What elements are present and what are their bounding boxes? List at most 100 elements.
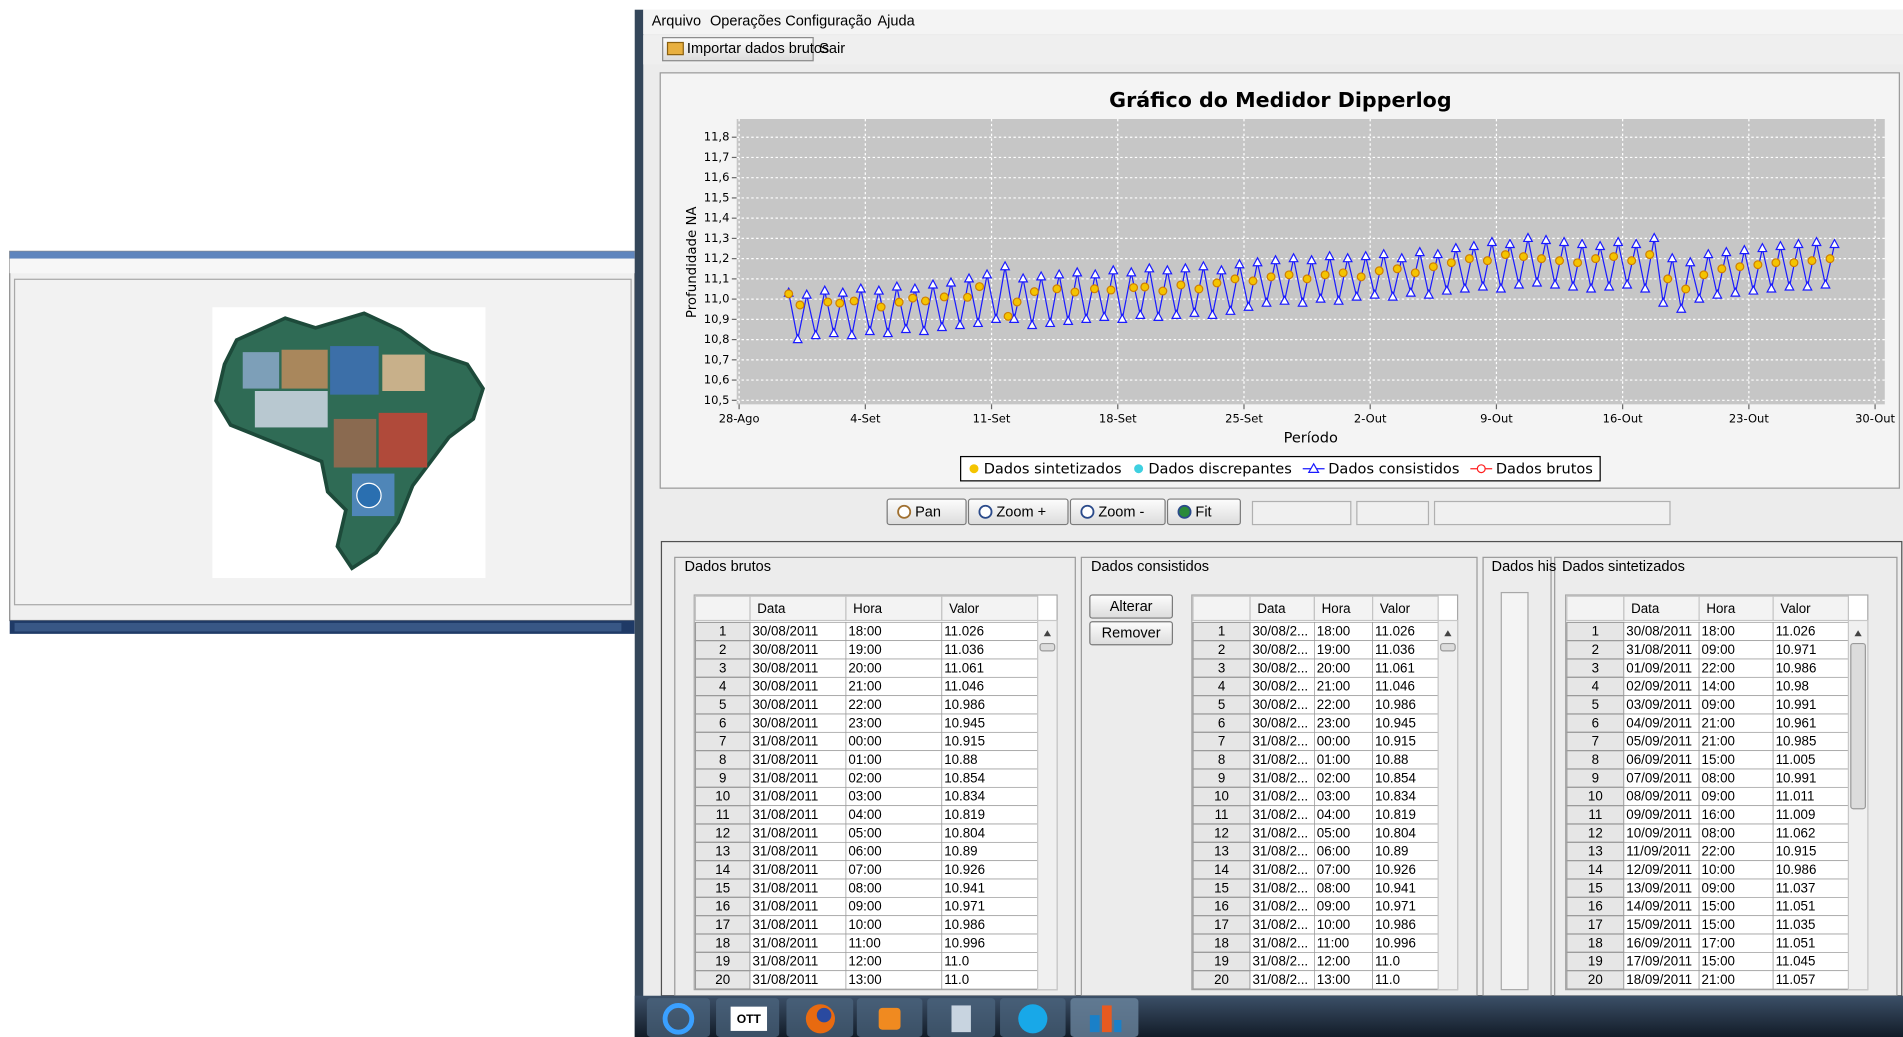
cell-text: 18:00: [848, 624, 881, 639]
legend-marker: [1135, 465, 1143, 473]
cell-text: 31/08/2011: [752, 807, 818, 822]
menu-item[interactable]: Configuração: [785, 14, 872, 30]
table: DataHoraValor130/08/201118:0011.026230/0…: [694, 595, 1057, 990]
cell-text: 10.996: [944, 935, 985, 950]
chart-button-label[interactable]: Fit: [1195, 504, 1211, 520]
chart-button-label[interactable]: Pan: [915, 504, 941, 520]
cell-text: 11.011: [1776, 789, 1815, 804]
scroll-thumb[interactable]: [1441, 644, 1456, 651]
point: [976, 283, 984, 291]
row-number: 5: [1218, 697, 1225, 712]
cell-text: 10.926: [944, 862, 985, 877]
button-icon: [1178, 506, 1190, 518]
cell-text: 09:00: [848, 899, 881, 914]
point: [1790, 259, 1798, 267]
cell-text: 31/08/2011: [1626, 642, 1692, 657]
point: [1592, 255, 1600, 263]
menu-item[interactable]: Arquivo: [652, 14, 701, 30]
cell-text: 10.89: [1375, 844, 1408, 859]
scroll-thumb[interactable]: [1040, 644, 1055, 651]
cell-text: 13:00: [848, 972, 881, 987]
point: [1393, 265, 1401, 273]
toolbar-button-label[interactable]: Importar dados brutos: [687, 41, 829, 57]
cell-text: 31/08/2011: [752, 972, 818, 987]
cell-text: 30/08/2011: [752, 715, 818, 730]
row-number: 11: [1588, 807, 1602, 822]
point: [1071, 288, 1079, 296]
point: [1091, 285, 1099, 293]
point: [1465, 255, 1473, 263]
y-tick-label: 11,1: [704, 271, 730, 285]
cell-text: 30/08/2011: [752, 660, 818, 675]
point: [1267, 273, 1275, 281]
x-tick-label: 18-Set: [1099, 411, 1137, 425]
cell-text: 30/08/2011: [752, 679, 818, 694]
menu-item[interactable]: Ajuda: [877, 14, 915, 30]
point: [1177, 281, 1185, 289]
table-rows: 130/08/201118:0011.026230/08/201119:0011…: [695, 622, 1037, 989]
cell-text: 10.88: [944, 752, 977, 767]
cell-text: 11.061: [944, 660, 984, 675]
row-number: 14: [1588, 862, 1603, 877]
cell-text: 11/09/2011: [1626, 844, 1691, 859]
row-number: 20: [715, 972, 730, 987]
point: [1754, 261, 1762, 269]
cell-text: 11.005: [1776, 752, 1816, 767]
cell-text: 31/08/2011: [752, 899, 818, 914]
point: [1053, 285, 1061, 293]
legend-marker: [970, 465, 978, 473]
row-number: 4: [719, 679, 727, 694]
cell-text: 11.046: [944, 679, 984, 694]
edit-button-label[interactable]: Alterar: [1110, 599, 1153, 615]
cell-text: 10.985: [1776, 734, 1817, 749]
menu-item[interactable]: Operações: [710, 14, 781, 30]
row-number: 11: [1215, 807, 1229, 822]
x-tick-label: 23-Out: [1729, 411, 1769, 425]
chart-button-label[interactable]: Zoom -: [1098, 504, 1144, 520]
toolbar-button-label[interactable]: Sair: [819, 41, 845, 57]
point: [1321, 271, 1329, 279]
scroll-thumb[interactable]: [1851, 644, 1866, 809]
cell-text: 31/08/2...: [1252, 789, 1308, 804]
cell-text: 10.804: [1375, 825, 1416, 840]
x-tick-label: 2-Out: [1354, 411, 1387, 425]
chart-button-label[interactable]: Zoom +: [996, 504, 1046, 520]
x-tick-label: 16-Out: [1603, 411, 1643, 425]
legend-label: Dados discrepantes: [1148, 460, 1291, 477]
cell-text: 10:00: [848, 917, 881, 932]
body: Arquivo OperaçõesConfiguração Ajuda Importa…: [0, 0, 1903, 1037]
row-number: 17: [1588, 917, 1603, 932]
cell-text: 31/08/2...: [1252, 734, 1308, 749]
row-number: 13: [1214, 844, 1229, 859]
cell-text: 20:00: [848, 660, 881, 675]
legend-label: Dados brutos: [1496, 460, 1593, 477]
cell-text: 30/08/2...: [1252, 660, 1308, 675]
cell-text: 04/09/2011: [1626, 715, 1692, 730]
cell-text: 10.834: [944, 789, 985, 804]
cell-text: 10.854: [944, 770, 985, 785]
edit-button-label[interactable]: Remover: [1102, 626, 1161, 642]
x-tick-label: 11-Set: [973, 411, 1011, 425]
cell-text: 01:00: [848, 752, 881, 767]
cell-text: 31/08/2...: [1252, 825, 1308, 840]
row-number: 19: [1214, 954, 1229, 969]
cell-text: 10.971: [1776, 642, 1817, 657]
scrollbar[interactable]: [1438, 621, 1457, 990]
cell-text: 14:00: [1702, 679, 1735, 694]
cell-text: 10.996: [1375, 935, 1416, 950]
cell-text: 31/08/2...: [1252, 917, 1308, 932]
panel-title: Dados consistidos: [1091, 559, 1209, 575]
cell-text: 31/08/2011: [752, 789, 818, 804]
cell-text: 08:00: [1702, 770, 1735, 785]
row-number: 19: [1588, 954, 1603, 969]
point: [1107, 286, 1115, 294]
cell-text: 11.045: [1776, 954, 1816, 969]
point: [877, 303, 885, 311]
scrollbar[interactable]: [1038, 621, 1057, 990]
row-number: 6: [719, 715, 726, 730]
cell-text: 15:00: [1702, 752, 1735, 767]
cell-text: 30/08/2...: [1252, 624, 1308, 639]
y-tick-label: 11,8: [704, 130, 730, 144]
cell-text: 19:00: [1317, 642, 1350, 657]
cell-text: 10.926: [1375, 862, 1416, 877]
